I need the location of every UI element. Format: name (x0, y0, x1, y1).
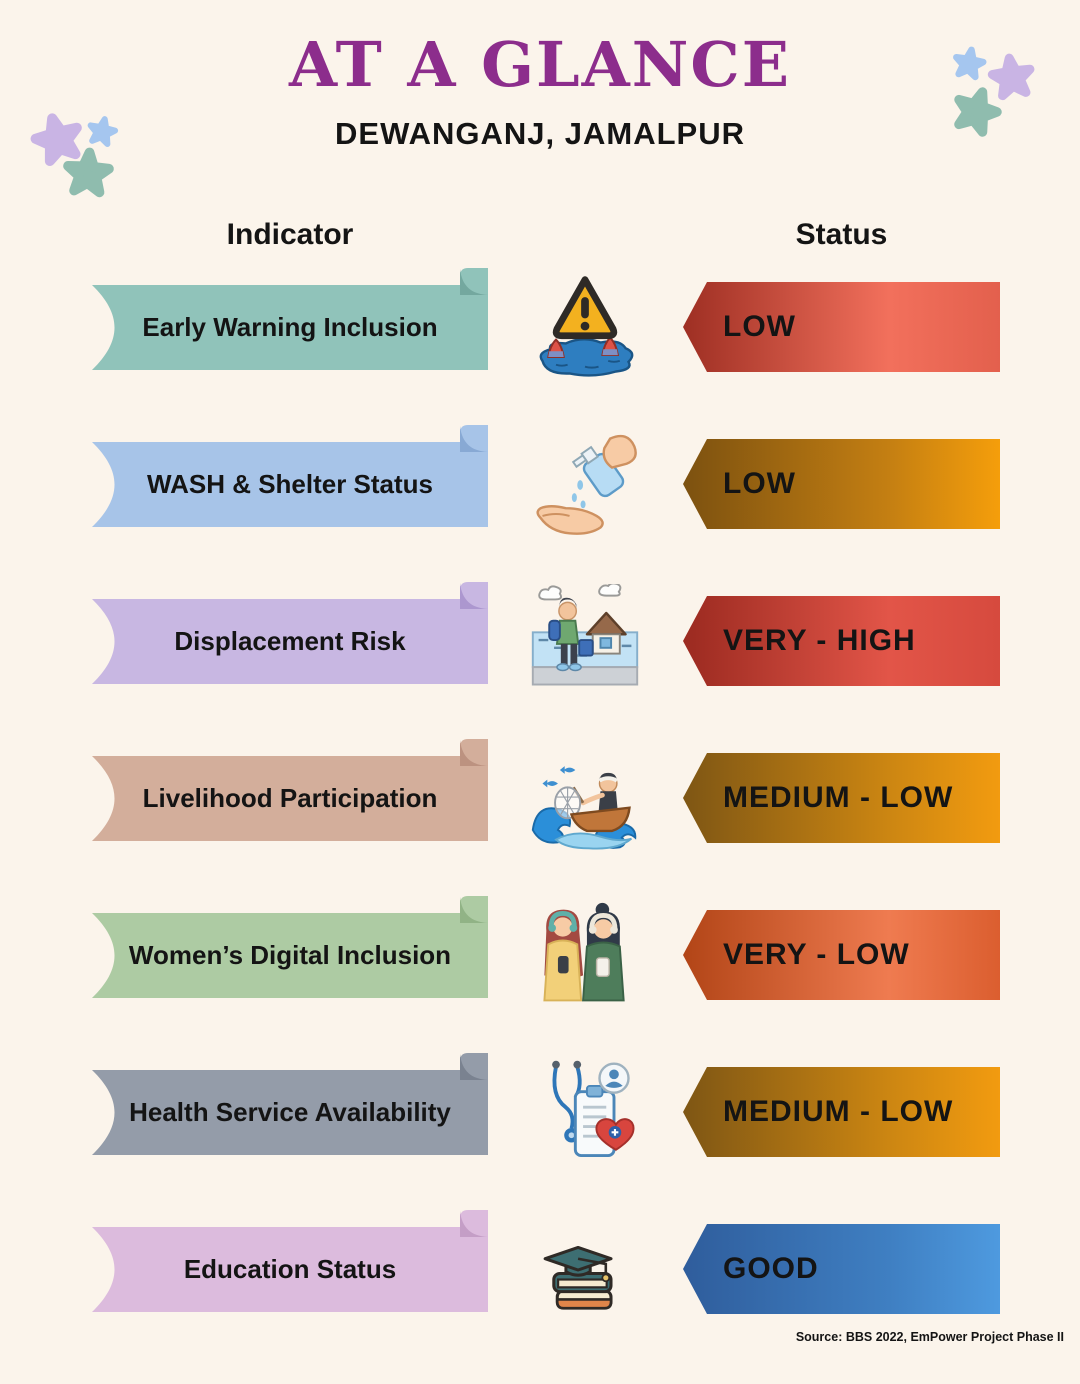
indicator-label: Health Service Availability (129, 1097, 451, 1127)
status-arrow (683, 1067, 1000, 1157)
table-row: WASH & Shelter Status (0, 425, 1080, 535)
education-books-icon (512, 1211, 658, 1329)
status-label: GOOD (723, 1252, 819, 1285)
indicator-banner (92, 582, 488, 684)
table-row: Health Service Availability (0, 1053, 1080, 1157)
star-icon (987, 53, 1035, 101)
star-icon (953, 46, 987, 81)
status-arrow (683, 596, 1000, 686)
indicator-rows: Early Warning Inclusion (0, 268, 1080, 1384)
status-arrow (683, 753, 1000, 843)
hand-sanitizer-icon (512, 426, 658, 544)
status-arrow (683, 1224, 1000, 1314)
table-row: Early Warning Inclusion (0, 268, 1080, 377)
table-row: Livelihood Participation (0, 739, 1080, 850)
table-row: Women’s Digital Inclusion (0, 896, 1080, 1002)
decorative-stars-left (30, 113, 119, 198)
flood-warning-icon (512, 269, 658, 387)
banner-fold (460, 740, 488, 766)
table-row: Displacement Risk (0, 582, 1080, 686)
source-note: Source: BBS 2022, EmPower Project Phase … (795, 1330, 1064, 1344)
indicator-banner (92, 268, 488, 370)
banner-fold (460, 1054, 488, 1080)
indicator-banner (92, 896, 488, 998)
column-header-indicator: Indicator (226, 218, 354, 251)
indicator-label: Education Status (183, 1254, 397, 1284)
status-arrow (683, 282, 1000, 372)
indicator-banner (92, 739, 488, 841)
page-subtitle: DEWANGANJ, JAMALPUR (335, 116, 745, 151)
status-arrow (683, 910, 1000, 1000)
indicator-label: WASH & Shelter Status (146, 469, 434, 499)
displaced-person-icon (512, 583, 658, 701)
status-label: LOW (723, 467, 796, 500)
page-title: AT A GLANCE (288, 28, 792, 101)
indicator-label: Early Warning Inclusion (142, 312, 438, 342)
status-label: VERY - HIGH (723, 624, 916, 657)
women-digital-icon (512, 897, 658, 1015)
star-icon (63, 147, 114, 198)
star-icon (954, 87, 1002, 137)
banner-fold (460, 426, 488, 452)
decorative-stars-right (953, 46, 1035, 137)
banner-fold (460, 897, 488, 923)
table-row: Education Status (0, 1210, 1080, 1314)
indicator-banner (92, 1053, 488, 1155)
indicator-banner (92, 425, 488, 527)
status-label: MEDIUM - LOW (723, 781, 954, 814)
column-header-status: Status (795, 218, 888, 251)
indicator-label: Livelihood Participation (142, 783, 438, 813)
status-label: MEDIUM - LOW (723, 1095, 954, 1128)
infographic-page: AT A GLANCE DEWANGANJ, JAMALPUR Indicato… (30, 28, 1064, 1344)
status-label: VERY - LOW (723, 938, 910, 971)
star-icon (87, 116, 119, 148)
health-service-icon (512, 1054, 658, 1172)
indicator-banner (92, 1210, 488, 1312)
indicator-label: Displacement Risk (174, 626, 406, 656)
fisherman-boat-icon (512, 740, 658, 858)
banner-fold (460, 1211, 488, 1237)
status-label: LOW (723, 310, 796, 343)
banner-fold (460, 583, 488, 609)
banner-fold (460, 269, 488, 295)
star-icon (30, 113, 82, 166)
indicator-label: Women’s Digital Inclusion (128, 940, 452, 970)
status-arrow (683, 439, 1000, 529)
